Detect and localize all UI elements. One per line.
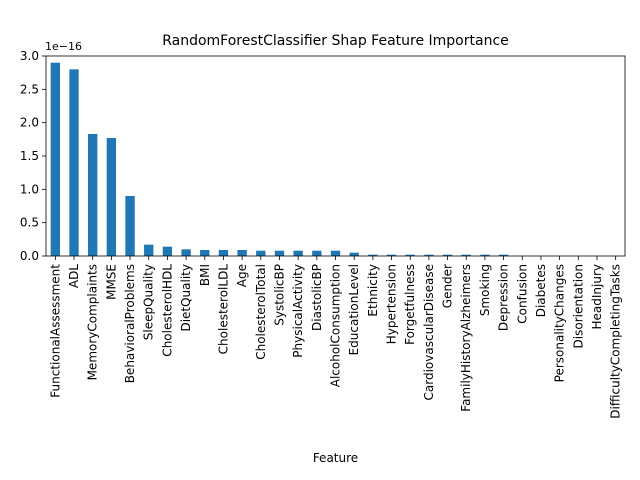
plot-area: FunctionalAssessment ADL MemoryComplaints M… (20, 49, 626, 419)
x-tick-label: SleepQuality (142, 264, 156, 340)
x-tick-label: BMI (198, 264, 212, 286)
x-tick-label: FunctionalAssessment (48, 264, 62, 398)
bar (330, 250, 341, 256)
bar (237, 250, 247, 256)
x-tick-label: ADL (67, 264, 81, 288)
bar (200, 250, 210, 256)
x-tick-label: HeadInjury (590, 264, 604, 330)
y-tick-label: 1.5 (20, 149, 39, 163)
y-tick-label: 3.0 (20, 49, 39, 63)
x-tick-label: Disorientation (571, 264, 585, 348)
bar (162, 246, 173, 256)
x-tick-label: AlcoholConsumption (329, 264, 343, 387)
bar (293, 250, 303, 256)
bar (218, 250, 229, 256)
x-tick-label: DietQuality (179, 264, 193, 332)
x-tick-label: CholesterolTotal (254, 264, 268, 360)
x-tick-label: MemoryComplaints (86, 264, 100, 380)
bar (498, 254, 509, 256)
bar (50, 62, 61, 256)
bar (125, 196, 135, 256)
x-tick-label: PhysicalActivity (291, 264, 305, 358)
bar (424, 254, 434, 256)
y-tick-label: 1.0 (20, 182, 39, 196)
bar (405, 254, 415, 256)
x-tick-label: Depression (497, 264, 511, 331)
x-tick-label: Gender (441, 264, 455, 308)
x-tick-label: Confusion (515, 264, 529, 324)
x-tick-label: Forgetfulness (403, 264, 417, 345)
y-tick-label: 2.0 (20, 116, 39, 130)
bar (144, 244, 154, 256)
bar (368, 254, 378, 256)
y-axis-offset-label: 1e−16 (45, 40, 82, 53)
x-tick-label: Hypertension (385, 264, 399, 344)
bar (442, 254, 453, 256)
bar (480, 254, 490, 256)
x-tick-label: Age (235, 264, 249, 287)
bar (88, 134, 98, 256)
x-tick-label: PersonalityChanges (553, 264, 567, 382)
chart-title: RandomForestClassifier Shap Feature Impo… (162, 33, 509, 49)
x-tick-label: Ethnicity (366, 264, 380, 317)
y-tick-label: 0.5 (20, 216, 39, 230)
x-tick-label: Diabetes (534, 264, 548, 317)
x-tick-label: CholesterolHDL (160, 264, 174, 357)
x-tick-label: EducationLevel (347, 264, 361, 355)
x-tick-label: BehavioralProblems (123, 264, 137, 383)
x-tick-label: SystolicBP (272, 264, 286, 326)
x-tick-label: CardiovascularDisease (422, 264, 436, 400)
bar (312, 250, 322, 256)
bar (349, 252, 359, 256)
x-tick-label: DifficultyCompletingTasks (609, 264, 623, 419)
bar (386, 254, 397, 256)
bar (256, 250, 266, 256)
x-axis-label: Feature (313, 451, 358, 465)
bar (181, 249, 191, 256)
x-tick-label: Smoking (478, 264, 492, 316)
bar (106, 138, 117, 256)
bar (69, 69, 79, 256)
x-tick-label: FamilyHistoryAlzheimers (459, 264, 473, 412)
y-tick-label: 0.0 (20, 249, 39, 263)
x-tick-label: CholesterolLDL (216, 264, 230, 355)
x-tick-label: DiastolicBP (310, 264, 324, 331)
bar (274, 250, 285, 256)
axes-frame (45, 55, 626, 257)
y-tick-label: 2.5 (20, 82, 39, 96)
bar (461, 254, 471, 256)
x-tick-label: MMSE (104, 264, 118, 300)
